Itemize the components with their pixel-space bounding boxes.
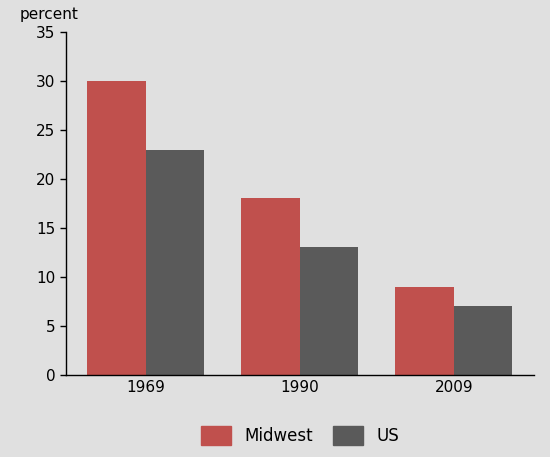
Bar [300,247,358,375]
Bar [454,306,512,375]
Bar [87,81,146,375]
Bar [241,198,300,375]
Bar [146,149,204,375]
Legend: Midwest, US: Midwest, US [192,417,407,453]
Text: percent: percent [19,7,78,21]
Bar [395,287,454,375]
